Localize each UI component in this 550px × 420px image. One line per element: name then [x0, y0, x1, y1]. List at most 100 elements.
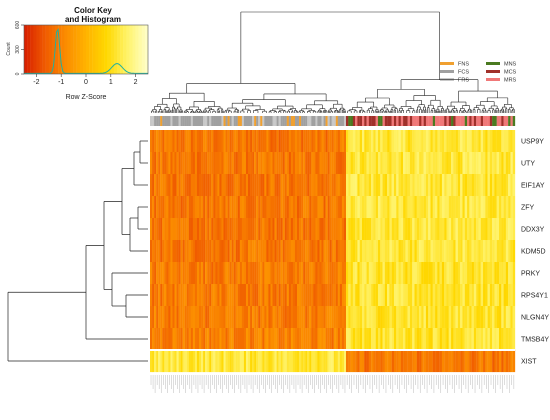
annotation-cell: [286, 116, 289, 126]
heatmap-cell: [280, 350, 283, 373]
heatmap-cell: [201, 152, 204, 175]
heatmap-cell: [384, 152, 388, 175]
color-key-swatch: [129, 25, 133, 74]
annotation-cell: [478, 116, 481, 126]
heatmap-cell: [184, 284, 187, 307]
heatmap-cell: [444, 174, 447, 197]
heatmap-cell: [416, 328, 420, 351]
heatmap-cell: [471, 306, 475, 329]
heatmap-cell: [158, 240, 161, 263]
heatmap-cell: [359, 218, 363, 241]
heatmap-cell: [213, 284, 216, 307]
heatmap-cell: [223, 218, 226, 241]
heatmap-cell: [393, 174, 397, 197]
heatmap-cell: [453, 350, 456, 373]
heatmap-cell: [499, 218, 502, 241]
annotation-cell: [384, 116, 388, 126]
heatmap-cell: [368, 350, 372, 373]
heatmap-cell: [319, 218, 322, 241]
heatmap-cell: [455, 328, 459, 351]
heatmap-cell: [512, 284, 516, 307]
heatmap-cell: [455, 196, 459, 219]
heatmap-cell: [364, 240, 367, 263]
annotation-cell: [462, 116, 465, 126]
heatmap-cell: [352, 174, 356, 197]
heatmap-cell: [299, 130, 302, 153]
heatmap-cell: [237, 306, 240, 329]
heatmap-cell: [359, 240, 363, 263]
annotation-cell: [441, 116, 445, 126]
heatmap-cell: [400, 306, 404, 329]
color-key-swatch: [104, 25, 108, 74]
heatmap-cell: [476, 174, 479, 197]
annotation-cell: [451, 116, 454, 126]
heatmap-cell: [196, 306, 200, 329]
heatmap-cell: [229, 240, 232, 263]
heatmap-cell: [294, 196, 298, 219]
annotation-cell: [262, 116, 265, 126]
heatmap-cell: [256, 328, 259, 351]
color-key-swatch: [117, 25, 121, 74]
heatmap-cell: [400, 130, 404, 153]
heatmap-cell: [489, 152, 493, 175]
heatmap-cell: [290, 306, 294, 329]
heatmap-cell: [368, 174, 372, 197]
heatmap-cell: [172, 196, 175, 219]
heatmap-cell: [156, 328, 159, 351]
heatmap-cell: [414, 218, 417, 241]
heatmap-cell: [229, 196, 232, 219]
heatmap-cell: [213, 306, 216, 329]
heatmap-cell: [389, 218, 392, 241]
heatmap-cell: [174, 328, 177, 351]
heatmap-cell: [485, 174, 488, 197]
heatmap-cell: [505, 284, 509, 307]
heatmap-cell: [457, 262, 461, 285]
heatmap-cell: [346, 284, 349, 307]
heatmap-cell: [164, 218, 167, 241]
heatmap-cell: [172, 284, 175, 307]
annotation-cell: [229, 116, 232, 126]
heatmap-cell: [152, 262, 155, 285]
heatmap-cell: [460, 218, 463, 241]
heatmap-cell: [346, 152, 349, 175]
heatmap-cell: [455, 240, 459, 263]
heatmap-cell: [393, 328, 397, 351]
heatmap-cell: [503, 328, 507, 351]
heatmap-cell: [389, 262, 392, 285]
heatmap-cell: [476, 130, 479, 153]
heatmap-cell: [254, 196, 257, 219]
heatmap-cell: [303, 196, 306, 219]
heatmap-cell: [215, 284, 218, 307]
heatmap-cell: [343, 262, 347, 285]
heatmap-cell: [158, 196, 161, 219]
heatmap-cell: [217, 240, 220, 263]
heatmap-cell: [182, 284, 185, 307]
heatmap-cell: [252, 328, 255, 351]
heatmap-row-prky: [150, 262, 516, 285]
heatmap-cell: [398, 152, 401, 175]
heatmap-cell: [453, 284, 456, 307]
heatmap-cell: [512, 152, 516, 175]
heatmap-cell: [180, 196, 183, 219]
heatmap-cell: [455, 306, 459, 329]
heatmap-cell: [512, 262, 516, 285]
heatmap-cell: [428, 130, 431, 153]
heatmap-cell: [272, 152, 275, 175]
heatmap-cell: [256, 284, 259, 307]
heatmap-cell: [489, 306, 493, 329]
heatmap-cell: [391, 174, 395, 197]
heatmap-cell: [313, 196, 316, 219]
annotation-cell: [439, 116, 443, 126]
heatmap-cell: [400, 218, 404, 241]
heatmap-cell: [237, 196, 240, 219]
heatmap-cell: [350, 328, 353, 351]
color-key-x-ticks: -2 -1 0 1 2: [33, 74, 138, 86]
heatmap-cell: [186, 196, 189, 219]
heatmap-cell: [393, 262, 397, 285]
column-annotation-bar: [150, 116, 516, 126]
row-label-uty: UTY: [521, 161, 535, 168]
heatmap-cell: [192, 328, 196, 351]
heatmap-cell: [211, 196, 214, 219]
heatmap-cell: [213, 130, 216, 153]
heatmap-cell: [396, 196, 399, 219]
